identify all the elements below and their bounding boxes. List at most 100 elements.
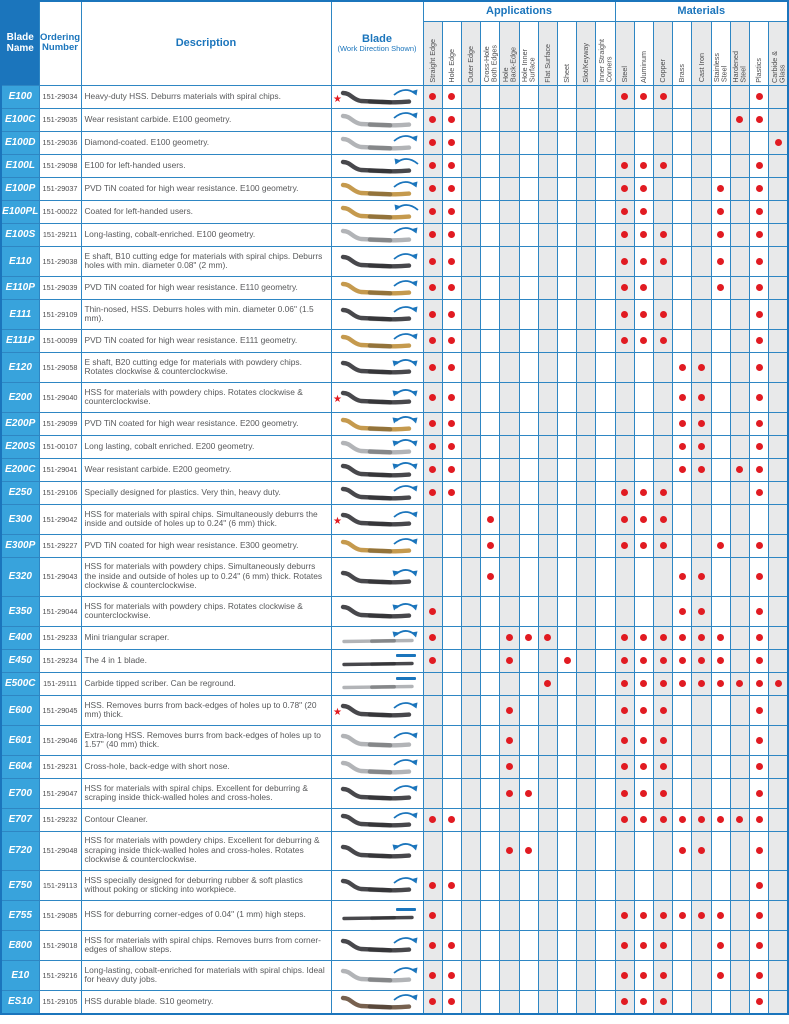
application-cell-straight-edge <box>422 153 443 178</box>
material-cell-stainless-steel <box>710 84 731 109</box>
blade-silhouette <box>340 390 411 405</box>
application-cell-hole-inner-surface <box>518 625 539 650</box>
material-cell-stainless-steel <box>710 959 731 991</box>
material-cell-copper <box>652 595 674 627</box>
work-direction-arrow-icon <box>392 702 414 709</box>
material-cell-hardened-steel <box>729 830 750 871</box>
material-cell-steel <box>614 480 635 505</box>
applicable-dot-icon <box>640 911 648 919</box>
application-cell-outer-edge <box>460 328 482 353</box>
material-cell-plastics <box>748 328 770 353</box>
table-header: Blade Name Ordering Number Description B… <box>0 0 789 86</box>
applicable-dot-icon <box>448 208 456 215</box>
table-row-e111: E111 151-29109 Thin-nosed, HSS. Deburrs ho… <box>0 298 789 330</box>
application-cell-flat-surface <box>537 153 558 178</box>
material-cell-copper <box>652 724 674 756</box>
application-cell-slot-keyway <box>576 351 597 383</box>
application-cell-inner-straight-corners <box>595 830 616 871</box>
application-cell-flat-surface <box>537 754 558 779</box>
blade-image-cell <box>330 959 424 991</box>
blade-silhouette <box>340 703 411 718</box>
blade-image-cell <box>330 533 424 558</box>
application-cell-sheet <box>556 176 578 201</box>
table-row-e300p: E300P 151-29227 PVD TiN coated for high we… <box>0 533 789 558</box>
material-cell-stainless-steel <box>710 381 731 413</box>
applicable-dot-icon <box>448 139 456 146</box>
application-cell-sheet <box>556 434 578 459</box>
table-row-e100l: E100L 151-29098 E100 for left-handed users… <box>0 153 789 178</box>
application-cell-cross-hole-both-edges <box>480 84 501 109</box>
material-cell-steel <box>614 381 635 413</box>
material-cell-steel <box>614 275 635 300</box>
material-cell-cast-iron <box>691 929 712 961</box>
work-direction-arrow-icon <box>392 226 414 234</box>
material-cell-copper <box>652 648 674 673</box>
applicable-dot-icon <box>755 93 763 100</box>
material-cell-stainless-steel <box>710 480 731 505</box>
blade-silhouette <box>340 281 411 296</box>
material-cell-aluminum <box>633 351 654 383</box>
applicable-dot-icon <box>755 763 763 770</box>
material-cell-steel <box>614 176 635 201</box>
material-cell-brass <box>672 648 693 673</box>
application-cell-inner-straight-corners <box>595 625 616 650</box>
ordering-number-cell: 151-29035 <box>38 107 82 132</box>
material-cell-copper <box>652 434 674 459</box>
material-cell-hardened-steel <box>729 807 750 832</box>
material-cell-copper <box>652 694 674 726</box>
table-row-e300: E300 151-29042 HSS for materials with spir… <box>0 503 789 535</box>
applicable-dot-icon <box>429 257 437 265</box>
material-cell-carbide-glass <box>768 222 789 247</box>
applicable-dot-icon <box>429 489 437 496</box>
material-cell-cast-iron <box>691 199 712 224</box>
material-cell-carbide-glass <box>768 153 789 178</box>
applicable-dot-icon <box>717 911 725 919</box>
material-cell-hardened-steel <box>729 754 750 779</box>
material-cell-carbide-glass <box>768 625 789 650</box>
material-cell-hardened-steel <box>729 84 750 109</box>
blade-name-cell: E450 <box>0 648 40 673</box>
applicable-dot-icon <box>486 515 494 523</box>
blade-image-cell <box>330 556 424 597</box>
blade-name-cell: E320 <box>0 556 40 597</box>
blade-image-cell <box>330 754 424 779</box>
ordering-number-cell: 151-29047 <box>38 777 82 809</box>
application-cell-hole-inner-surface <box>518 153 539 178</box>
blade-image <box>340 134 417 151</box>
application-cell-hole-edge <box>441 434 462 459</box>
blade-silhouette <box>340 307 411 322</box>
application-cell-hole-back-edge <box>499 275 520 300</box>
application-cell-hole-inner-surface <box>518 807 539 832</box>
material-cell-hardened-steel <box>729 899 750 931</box>
applicable-dot-icon <box>659 763 667 770</box>
blade-silhouette <box>340 360 411 375</box>
description-cell: Specially designed for plastics. Very th… <box>80 480 332 505</box>
applicable-dot-icon <box>678 847 686 854</box>
application-cell-sheet <box>556 222 578 247</box>
material-cell-cast-iron <box>691 351 712 383</box>
material-cell-plastics <box>748 754 770 779</box>
application-cell-sheet <box>556 351 578 383</box>
material-cell-copper <box>652 381 674 413</box>
application-cell-hole-edge <box>441 351 462 383</box>
application-cell-cross-hole-both-edges <box>480 298 501 330</box>
material-cell-carbide-glass <box>768 199 789 224</box>
application-cell-hole-back-edge <box>499 503 520 535</box>
column-header-label: Straight Edge <box>427 38 437 83</box>
material-cell-copper <box>652 351 674 383</box>
application-cell-slot-keyway <box>576 84 597 109</box>
applicable-dot-icon <box>429 162 437 169</box>
application-cell-hole-back-edge <box>499 648 520 673</box>
material-cell-steel <box>614 595 635 627</box>
application-cell-slot-keyway <box>576 328 597 353</box>
application-cell-straight-edge <box>422 503 443 535</box>
material-cell-carbide-glass <box>768 107 789 132</box>
applicable-dot-icon <box>429 443 437 450</box>
application-cell-sheet <box>556 328 578 353</box>
application-cell-straight-edge <box>422 648 443 673</box>
applicable-dot-icon <box>486 573 494 580</box>
applicable-dot-icon <box>429 185 437 192</box>
work-direction-arrow-icon <box>392 937 414 944</box>
applicable-dot-icon <box>659 736 667 744</box>
applicable-dot-icon <box>621 93 629 100</box>
